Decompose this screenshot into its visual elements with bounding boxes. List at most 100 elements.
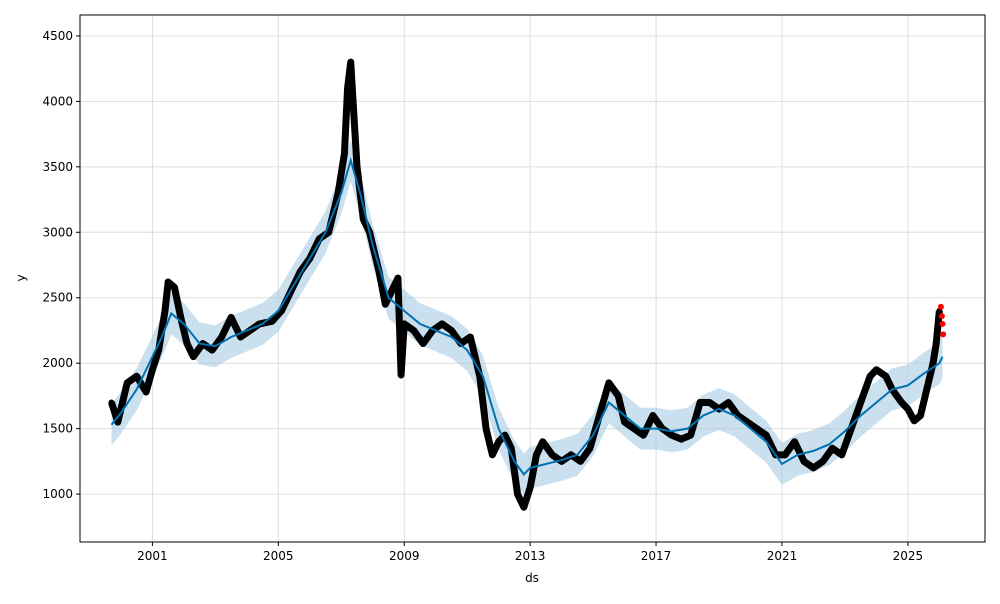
actual-point [360, 216, 367, 223]
x-tick-label: 2009 [389, 549, 420, 563]
actual-point [882, 373, 889, 380]
actual-point [763, 432, 770, 439]
actual-point [394, 275, 401, 282]
actual-point [209, 347, 216, 354]
holdout-point [938, 313, 945, 320]
actual-point [448, 327, 455, 334]
forecast-line [110, 156, 944, 477]
actual-point [165, 279, 172, 286]
y-tick-label: 2500 [42, 291, 73, 305]
plot-frame [79, 14, 986, 543]
actual-point [898, 399, 905, 406]
actual-point [687, 432, 694, 439]
actual-point [801, 458, 807, 465]
actual-point [514, 491, 521, 498]
actual-point [549, 451, 556, 458]
actual-point [495, 438, 502, 445]
actual-point [911, 417, 918, 424]
actual-point [143, 388, 150, 395]
actual-point [489, 451, 496, 458]
actual-point [838, 451, 845, 458]
y-tick-label: 3000 [42, 225, 73, 239]
actual-point [161, 307, 168, 314]
holdout-point [937, 303, 944, 310]
actual-point [706, 399, 713, 406]
actual-point [520, 504, 527, 511]
actual-point [439, 320, 445, 327]
x-tick-label: 2013 [515, 549, 546, 563]
y-tick-label: 1500 [42, 422, 73, 436]
actual-point [467, 334, 474, 341]
actual-point [605, 379, 612, 386]
actual-point [933, 340, 940, 347]
grid [80, 15, 985, 542]
actual-point [857, 399, 864, 406]
actual-point [533, 451, 540, 458]
actual-point [354, 163, 361, 170]
actual-point [819, 458, 826, 465]
holdout-point [940, 331, 947, 338]
actual-point [668, 432, 675, 439]
actual-point [678, 436, 685, 443]
actual-point [237, 334, 244, 341]
y-tick-label: 3500 [42, 160, 73, 174]
ticks: 2001 2005 2009 2013 2017 2021 2025 1000 1500 2000… [42, 29, 923, 563]
actual-point [410, 327, 417, 334]
actual-point [577, 458, 584, 465]
actual-point [382, 301, 389, 308]
actual-point [791, 438, 798, 445]
actual-point [483, 425, 490, 432]
y-tick-label: 4000 [42, 94, 73, 108]
actual-point [640, 432, 647, 439]
y-axis-label: y [14, 274, 28, 281]
y-tick-label: 1000 [42, 487, 73, 501]
actual-point [753, 425, 760, 432]
actual-point [615, 392, 622, 399]
x-tick-label: 2001 [137, 549, 168, 563]
actual-point [527, 484, 534, 491]
actual-point [420, 340, 427, 347]
holdout-points [937, 303, 947, 338]
actual-point [344, 85, 351, 92]
actual-point [218, 334, 225, 341]
actual-point [350, 111, 357, 118]
actual-point [190, 353, 197, 360]
actual-point [930, 360, 937, 367]
actual-point [539, 438, 546, 445]
actual-point [923, 386, 930, 393]
actual-point [398, 371, 405, 378]
actual-point [124, 379, 131, 386]
actual-point [149, 366, 156, 373]
actual-point [631, 425, 638, 432]
actual-point [829, 445, 836, 452]
actual-point [917, 412, 924, 419]
actual-point [697, 399, 704, 406]
actual-point [904, 406, 911, 413]
actual-point [782, 451, 789, 458]
actual-point [586, 445, 593, 452]
y-tick-label: 4500 [42, 29, 73, 43]
actual-point [388, 288, 395, 295]
y-tick-label: 2000 [42, 356, 73, 370]
actual-point [133, 373, 140, 380]
actual-point [184, 340, 191, 347]
actual-point [269, 318, 276, 325]
x-tick-label: 2005 [263, 549, 294, 563]
actual-point [725, 399, 732, 406]
x-tick-label: 2017 [641, 549, 672, 563]
x-tick-label: 2021 [767, 549, 798, 563]
actual-point [621, 419, 628, 426]
actual-point [341, 150, 348, 157]
holdout-point [939, 320, 946, 327]
actual-point [649, 412, 656, 419]
x-axis-label: ds [525, 571, 539, 585]
uncertainty-interval [111, 139, 943, 496]
x-tick-label: 2025 [893, 549, 924, 563]
actual-point [114, 419, 121, 426]
actual-point [810, 464, 817, 471]
actual-point [347, 59, 354, 66]
actual-point [171, 284, 178, 291]
actual-point [873, 366, 880, 373]
